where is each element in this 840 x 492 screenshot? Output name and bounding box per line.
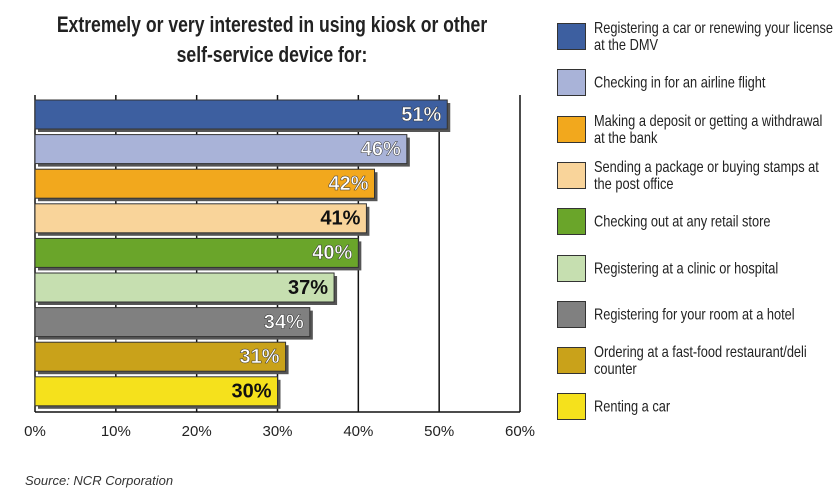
legend-label: Registering for your room at a hotel	[594, 306, 795, 324]
legend-label: Making a deposit or getting a withdrawal…	[594, 112, 823, 147]
value-label: 41%	[320, 208, 360, 230]
legend-label: Ordering at a fast-food restaurant/deli …	[594, 344, 807, 379]
bar	[34, 376, 278, 407]
legend-swatch	[557, 23, 586, 50]
value-label: 46%	[361, 138, 401, 160]
legend-swatch	[557, 69, 586, 97]
bar	[34, 203, 367, 234]
legend-item: Checking out at any retail store	[557, 200, 840, 244]
legend-swatch	[557, 208, 586, 236]
legend-swatch	[557, 300, 586, 328]
value-label: 40%	[312, 242, 352, 264]
bar	[34, 168, 375, 199]
legend-swatch	[557, 393, 586, 421]
value-label: 30%	[231, 381, 271, 403]
legend-label: Registering at a clinic or hospital	[594, 260, 779, 277]
legend-label: Checking in for an airline flight	[594, 74, 766, 92]
x-tick-label: 0%	[24, 423, 46, 440]
value-label: 31%	[240, 346, 280, 368]
bar	[34, 307, 311, 338]
value-label: 37%	[288, 277, 328, 299]
value-label: 34%	[264, 311, 304, 333]
bar	[34, 134, 408, 165]
bar	[34, 272, 335, 303]
source: Source: NCR Corporation	[25, 473, 174, 488]
bar	[34, 341, 287, 372]
legend-swatch	[557, 161, 586, 189]
x-tick-label: 10%	[101, 423, 131, 440]
legend-item: Registering a car or renewing your licen…	[557, 15, 840, 59]
legend-item: Registering for your room at a hotel	[557, 293, 840, 337]
legend-item: Checking in for an airline flight	[557, 61, 840, 105]
legend-item: Registering at a clinic or hospital	[557, 247, 840, 291]
legend-item: Making a deposit or getting a withdrawal…	[557, 108, 840, 152]
legend-label: Checking out at any retail store	[594, 213, 771, 231]
x-tick-label: 60%	[505, 423, 535, 440]
legend-swatch	[557, 347, 586, 375]
legend-label: Sending a package or buying stamps at th…	[594, 158, 819, 193]
bar	[34, 99, 448, 130]
legend-label: Registering a car or renewing your licen…	[594, 20, 834, 54]
value-label: 51%	[401, 104, 441, 126]
legend-item: Sending a package or buying stamps at th…	[557, 154, 840, 198]
chart-title: Extremely or very interested in using ki…	[56, 12, 488, 67]
bar	[34, 237, 359, 268]
value-label: 42%	[328, 173, 368, 195]
legend-label: Renting a car	[594, 398, 671, 416]
legend-swatch	[557, 254, 586, 282]
x-tick-label: 20%	[182, 423, 212, 440]
legend-item: Ordering at a fast-food restaurant/deli …	[557, 339, 840, 383]
x-tick-label: 30%	[262, 423, 292, 440]
x-tick-label: 40%	[343, 423, 373, 440]
legend-swatch	[557, 115, 586, 143]
x-tick-label: 50%	[424, 423, 454, 440]
legend-item: Renting a car	[557, 385, 840, 429]
